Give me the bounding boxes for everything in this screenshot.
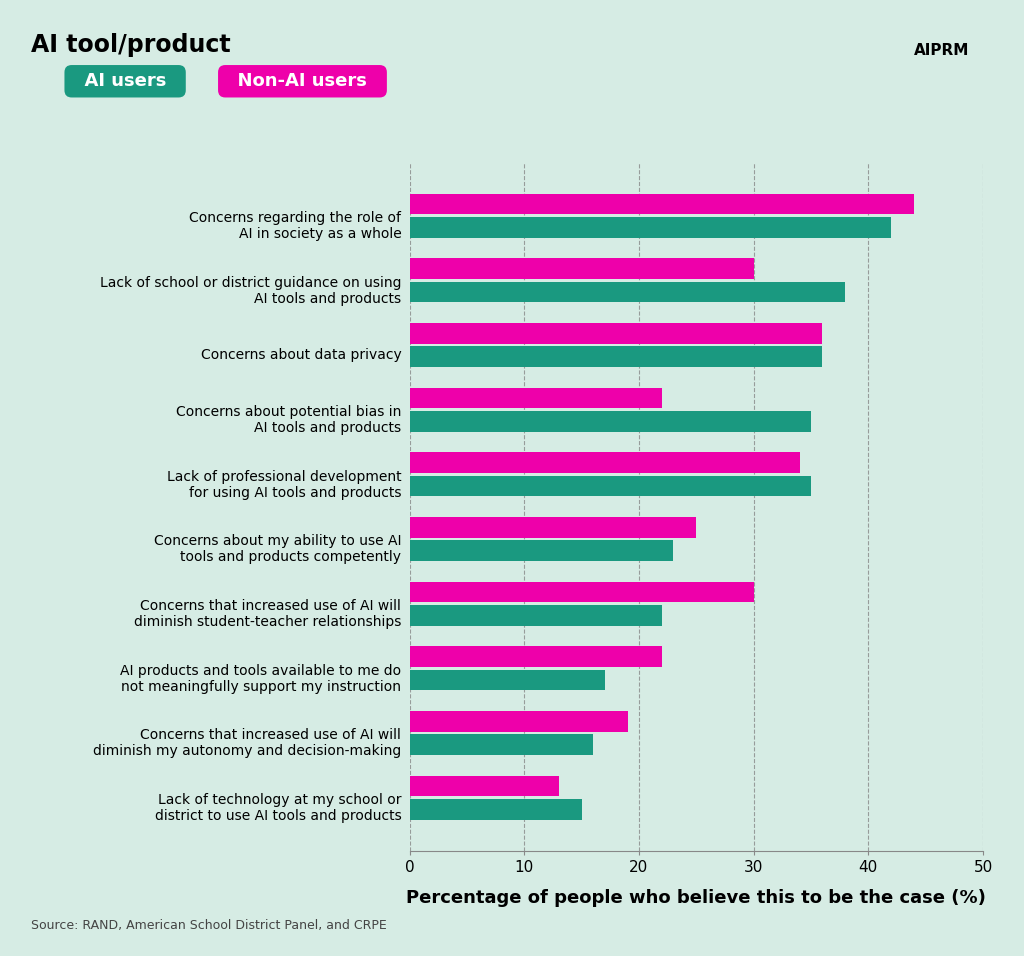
Bar <box>410 517 696 537</box>
Bar <box>410 734 593 755</box>
Text: Non-AI users: Non-AI users <box>225 73 380 90</box>
Bar <box>410 605 662 625</box>
Bar <box>410 799 582 819</box>
Text: AI users: AI users <box>72 73 178 90</box>
Bar <box>410 217 891 238</box>
Bar <box>410 194 914 214</box>
Bar <box>410 258 754 279</box>
Bar <box>410 711 628 731</box>
Bar <box>410 775 559 796</box>
Bar <box>410 388 662 408</box>
Text: Source: RAND, American School District Panel, and CRPE: Source: RAND, American School District P… <box>31 919 386 932</box>
Bar <box>410 411 811 432</box>
Bar <box>410 476 811 496</box>
Text: AIPRM: AIPRM <box>914 43 970 58</box>
Bar <box>410 669 604 690</box>
Bar <box>410 346 822 367</box>
Bar <box>410 540 674 561</box>
Text: AI tool/product: AI tool/product <box>31 33 230 57</box>
Bar <box>410 646 662 667</box>
Bar <box>410 581 754 602</box>
Bar <box>410 282 846 302</box>
Bar <box>410 452 800 473</box>
Bar <box>410 323 822 344</box>
X-axis label: Percentage of people who believe this to be the case (%): Percentage of people who believe this to… <box>407 889 986 906</box>
